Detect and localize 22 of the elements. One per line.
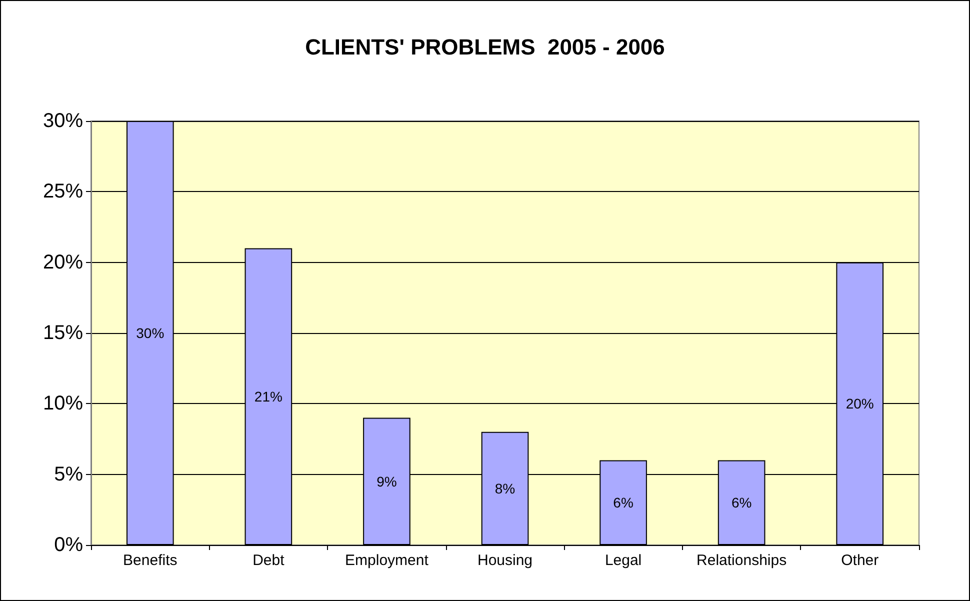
y-tick-label: 5%	[54, 463, 84, 486]
x-tick-label: Other	[841, 552, 879, 569]
data-label: 8%	[494, 480, 516, 496]
data-label: 6%	[613, 494, 634, 511]
y-tick-label: 30%	[42, 110, 84, 132]
y-tick-label: 20%	[42, 251, 84, 274]
data-label: 9%	[376, 473, 397, 490]
x-tick-label: Employment	[345, 552, 430, 569]
x-tick-label: Debt	[252, 552, 286, 569]
y-tick-label: 15%	[42, 322, 84, 344]
x-tick-label: Relationships	[696, 552, 787, 569]
data-label: 20%	[846, 396, 874, 412]
x-tick-label: Legal	[604, 552, 642, 569]
x-tick-label: Benefits	[123, 552, 178, 569]
y-tick-label: 25%	[42, 180, 84, 203]
data-label: 6%	[731, 494, 752, 511]
data-label: 21%	[254, 388, 282, 405]
y-tick-label: 10%	[42, 392, 84, 415]
x-tick-label: Housing	[477, 552, 533, 569]
chart-title: CLIENTS' PROBLEMS 2005 - 2006	[305, 34, 665, 60]
y-tick-label: 0%	[54, 534, 84, 556]
data-label: 30%	[136, 325, 164, 341]
